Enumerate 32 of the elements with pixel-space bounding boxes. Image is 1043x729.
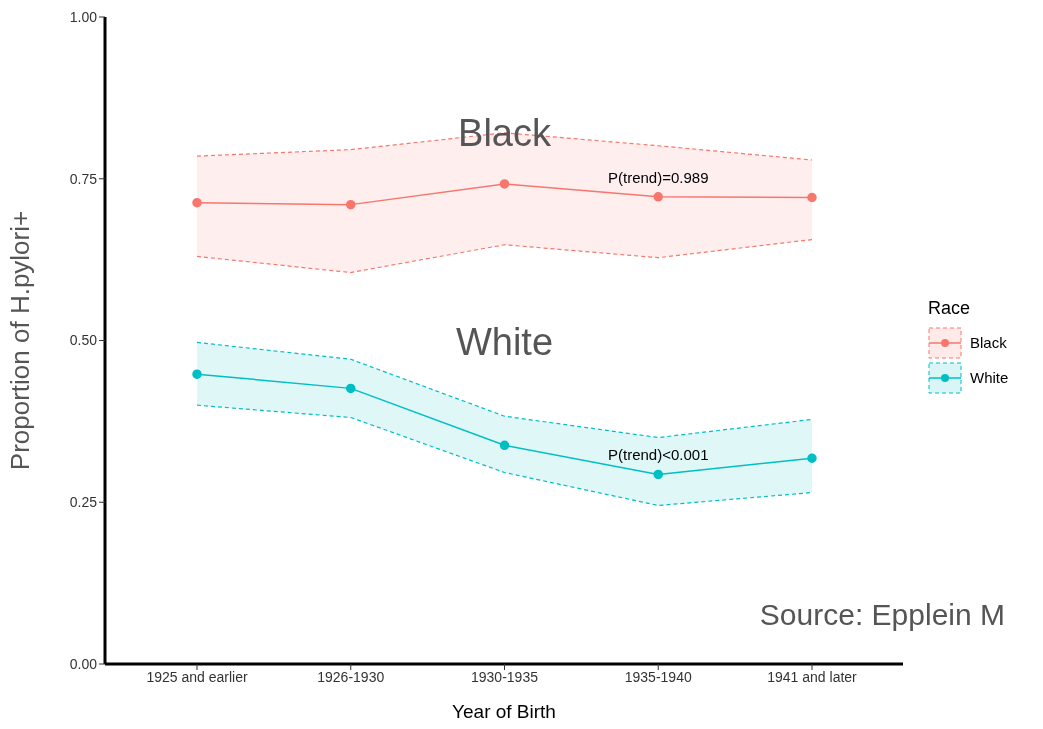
y-tick-label: 1.00: [69, 8, 98, 25]
legend-label: White: [970, 369, 1009, 386]
x-tick-label: 1925 and earlier: [146, 668, 248, 685]
point: [653, 192, 663, 202]
point: [346, 199, 356, 210]
text: White: [455, 321, 554, 364]
point: [499, 179, 510, 189]
x-tick-label: 1941 and later: [767, 668, 858, 685]
text: Black: [458, 111, 551, 154]
line-series: [196, 238, 813, 274]
x-tick-label: 1930-1935: [471, 668, 539, 685]
y-tick-label: 0.50: [69, 332, 98, 349]
point: [807, 192, 817, 203]
y-tick-label: 0.75: [69, 170, 98, 187]
point: [653, 469, 663, 480]
x-axis-title: Year of Birth: [452, 701, 556, 722]
y-tick-label: 0.00: [69, 655, 98, 672]
annotation: P(trend)=0.989: [608, 168, 709, 186]
x-tick-label: 1935-1940: [624, 668, 692, 685]
annotation: P(trend)<0.001: [608, 446, 709, 464]
point: [192, 369, 202, 379]
line-series: [196, 404, 813, 507]
x-tick-label: 1926-1930: [317, 668, 385, 685]
point: [499, 440, 510, 451]
legend-title: Race: [928, 298, 972, 319]
point: [807, 453, 817, 463]
annotation: Source: Epplein M: [759, 598, 1005, 632]
y-axis-title: Proportion of H.pylori+: [5, 210, 36, 471]
point: [192, 197, 202, 208]
y-tick-label: 0.25: [69, 494, 98, 511]
legend-label: Black: [970, 334, 1007, 351]
point: [346, 383, 356, 394]
